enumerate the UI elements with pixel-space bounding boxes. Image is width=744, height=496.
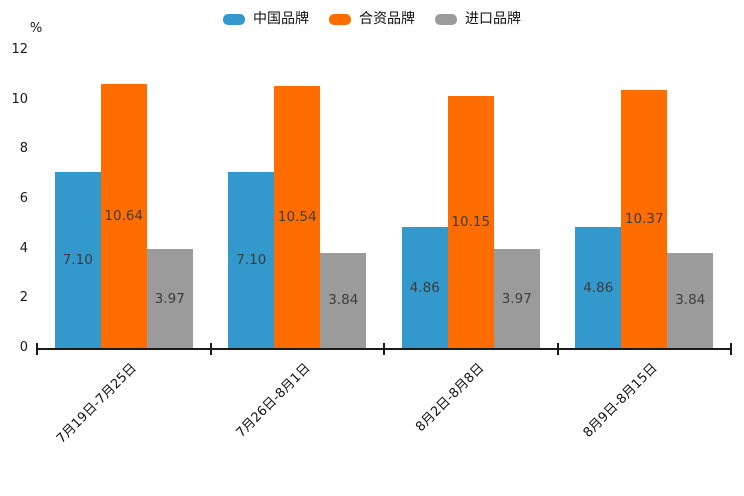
x-category-label: 7月26日-8月1日 <box>233 360 314 441</box>
bar-中国品牌-8月2日-8月8日[interactable] <box>401 227 448 348</box>
x-axis-tick <box>730 343 732 355</box>
bar-value-label: 10.37 <box>624 211 664 228</box>
bar-value-label: 3.97 <box>154 290 185 307</box>
bar-value-label: 4.86 <box>583 279 614 296</box>
x-axis-tick <box>210 343 212 355</box>
x-category-label: 7月19日-7月25日 <box>54 360 141 447</box>
legend-swatch-icon <box>329 13 351 25</box>
x-axis-tick <box>557 343 559 355</box>
x-axis-tick <box>383 343 385 355</box>
bar-进口品牌-8月2日-8月8日[interactable] <box>493 249 540 348</box>
legend-item-1[interactable]: 合资品牌 <box>329 12 415 26</box>
legend-item-0[interactable]: 中国品牌 <box>223 12 309 26</box>
bar-进口品牌-8月9日-8月15日[interactable] <box>667 252 714 348</box>
bar-合资品牌-7月19日-7月25日[interactable] <box>100 83 147 348</box>
bar-value-label: 7.10 <box>62 251 93 268</box>
y-tick-label: 12 <box>11 42 28 57</box>
bar-value-label: 10.15 <box>451 213 491 230</box>
bar-value-label: 3.84 <box>328 292 359 309</box>
y-tick-label: 0 <box>19 340 28 355</box>
bar-进口品牌-7月26日-8月1日[interactable] <box>320 252 367 348</box>
y-axis-unit-label: % <box>29 21 43 36</box>
legend-label: 进口品牌 <box>465 11 521 27</box>
legend-swatch-icon <box>435 13 457 25</box>
bar-合资品牌-8月9日-8月15日[interactable] <box>621 90 668 348</box>
bar-合资品牌-7月26日-8月1日[interactable] <box>274 86 321 348</box>
x-category-label: 8月9日-8月15日 <box>580 360 661 441</box>
legend-swatch-icon <box>223 13 245 25</box>
bar-进口品牌-7月19日-7月25日[interactable] <box>146 249 193 348</box>
bar-合资品牌-8月2日-8月8日[interactable] <box>447 95 494 348</box>
x-axis-tick <box>36 343 38 355</box>
bar-中国品牌-8月9日-8月15日[interactable] <box>575 227 622 348</box>
bar-value-label: 3.97 <box>501 290 532 307</box>
y-tick-label: 6 <box>19 191 28 206</box>
chart-legend: 中国品牌 合资品牌 进口品牌 <box>0 8 744 30</box>
bar-value-label: 7.10 <box>236 251 267 268</box>
y-tick-label: 2 <box>19 290 28 306</box>
bar-value-label: 10.64 <box>104 207 144 224</box>
bar-value-label: 10.54 <box>277 209 317 226</box>
y-tick-label: 8 <box>19 141 28 157</box>
y-tick-label: 10 <box>11 91 28 107</box>
legend-item-2[interactable]: 进口品牌 <box>435 12 521 26</box>
legend-label: 合资品牌 <box>359 11 415 27</box>
legend-label: 中国品牌 <box>253 11 309 27</box>
bar-value-label: 4.86 <box>409 279 440 296</box>
bar-value-label: 3.84 <box>675 292 706 309</box>
bar-中国品牌-7月26日-8月1日[interactable] <box>228 171 275 348</box>
bar-中国品牌-7月19日-7月25日[interactable] <box>54 171 101 348</box>
plot-area: 7.10 10.64 3.97 7.10 10.54 3.84 4.86 10.15 3.97 4… <box>36 50 732 355</box>
y-tick-label: 4 <box>19 240 28 256</box>
x-category-label: 8月2日-8月8日 <box>413 360 488 435</box>
